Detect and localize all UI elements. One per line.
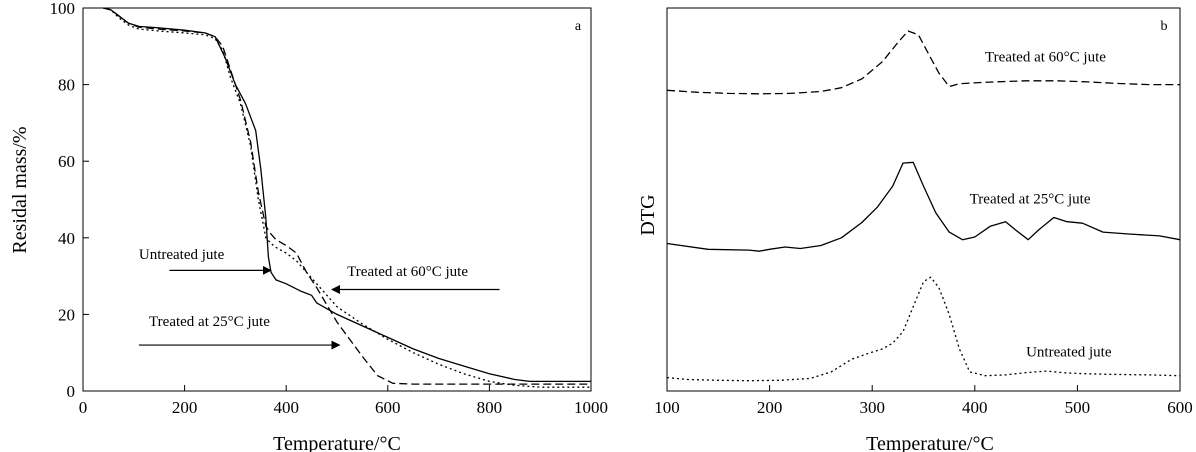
x-tick-label-b: 300 — [859, 398, 885, 417]
x-tick-label-a: 200 — [172, 398, 198, 417]
annotation-label-b-2: Treated at 25°C jute — [970, 191, 1091, 207]
panel-label-a: a — [575, 19, 582, 34]
x-ticks-a: 0 200 400 600 800 1000 — [79, 385, 608, 417]
annotation-label-b-1: Treated at 60°C jute — [985, 50, 1106, 66]
x-tick-label-b: 100 — [654, 398, 680, 417]
panel-label-b: b — [1161, 19, 1168, 34]
y-axis-title-b: DTG — [637, 194, 659, 235]
x-tick-label-b: 600 — [1167, 398, 1193, 417]
x-axis-title-a: Temperature/°C — [273, 433, 401, 452]
annotation-label-b-3: Untreated jute — [1026, 345, 1112, 361]
series-line-b-2 — [666, 161, 1181, 252]
y-tick-label-a: 80 — [58, 76, 75, 95]
y-tick-label-a: 20 — [58, 305, 75, 324]
x-tick-label-b: 400 — [962, 398, 988, 417]
y-tick-label-a: 40 — [58, 229, 75, 248]
x-axis-title-b: Temperature/°C — [866, 433, 994, 452]
x-ticks-b: 100 200 300 400 500 600 — [654, 385, 1193, 417]
plot-frame-b — [666, 7, 1181, 392]
annotation-label-a-1: Untreated jute — [139, 247, 225, 263]
series-line-b-1 — [666, 30, 1180, 95]
series-layer-b — [666, 30, 1181, 382]
y-axis-title-a: Residal mass/% — [9, 126, 31, 253]
annotation-layer-a: Untreated jute Treated at 60°C jute Treate… — [138, 247, 500, 350]
y-tick-label-a: 0 — [67, 382, 76, 401]
chart-panel-b: Treated at 60°C jute Treated at 25°C jute… — [637, 7, 1193, 452]
annotation-label-a-3: Treated at 25°C jute — [149, 314, 270, 330]
y-ticks-a: 0 20 40 60 80 100 — [50, 0, 89, 401]
x-tick-label-a: 800 — [477, 398, 503, 417]
series-line-b-3 — [666, 276, 1181, 382]
series-layer-a — [103, 7, 591, 388]
annotation-layer-b: Treated at 60°C jute Treated at 25°C jute… — [970, 50, 1112, 361]
chart-panel-a: Untreated jute Treated at 60°C jute Treate… — [9, 0, 608, 452]
y-tick-label-a: 100 — [50, 0, 76, 18]
plot-frame-a — [82, 7, 592, 392]
x-tick-label-b: 200 — [757, 398, 783, 417]
annotation-label-a-2: Treated at 60°C jute — [347, 264, 468, 280]
series-line-a-3 — [103, 7, 591, 388]
x-tick-label-a: 0 — [79, 398, 88, 417]
x-tick-label-a: 600 — [375, 398, 401, 417]
x-tick-label-a: 400 — [273, 398, 299, 417]
y-tick-label-a: 60 — [58, 152, 75, 171]
x-tick-label-a: 1000 — [574, 398, 608, 417]
x-tick-label-b: 500 — [1065, 398, 1091, 417]
